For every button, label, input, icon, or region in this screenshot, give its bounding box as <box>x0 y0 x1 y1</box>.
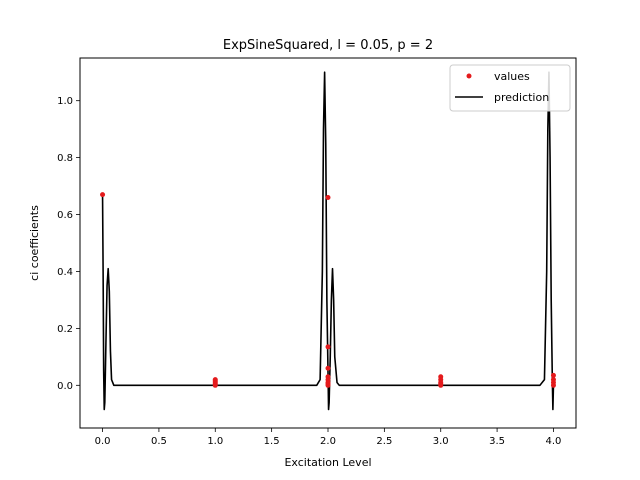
value-point <box>325 382 331 388</box>
x-tick-label: 1.0 <box>207 436 223 447</box>
x-tick-label: 1.5 <box>264 436 280 447</box>
value-point <box>438 374 444 380</box>
legend-prediction-label: prediction <box>494 91 549 104</box>
x-tick-label: 2.5 <box>376 436 392 447</box>
value-point <box>325 344 331 350</box>
x-tick-label: 3.0 <box>433 436 449 447</box>
x-axis-label: Excitation Level <box>284 456 371 469</box>
value-point <box>550 372 556 378</box>
value-point <box>325 194 331 200</box>
y-tick-label: 0.8 <box>57 153 73 164</box>
x-tick-label: 4.0 <box>546 436 562 447</box>
value-point <box>325 365 331 371</box>
prediction-line <box>101 71 555 411</box>
y-tick-label: 0.4 <box>57 267 73 278</box>
legend-values-label: values <box>494 70 530 83</box>
chart-title: ExpSineSquared, l = 0.05, p = 2 <box>223 38 433 53</box>
x-tick-label: 3.5 <box>489 436 505 447</box>
y-tick-label: 1.0 <box>57 96 73 107</box>
value-point <box>100 192 106 198</box>
y-axis-label: ci coefficients <box>28 205 41 281</box>
x-tick-label: 0.0 <box>95 436 111 447</box>
value-point <box>550 377 556 383</box>
x-tick-label: 0.5 <box>151 436 167 447</box>
y-tick-label: 0.2 <box>57 324 73 335</box>
plot-area <box>100 71 556 411</box>
value-point <box>212 377 218 383</box>
x-axis: 0.0 0.5 1.0 1.5 2.0 2.5 3.0 3.5 4.0 <box>95 428 562 447</box>
x-tick-label: 2.0 <box>320 436 336 447</box>
y-tick-label: 0.6 <box>57 210 73 221</box>
legend-values-marker <box>466 73 472 79</box>
legend-box <box>449 64 571 112</box>
y-axis: 0.0 0.2 0.4 0.6 0.8 1.0 <box>57 96 80 392</box>
legend: values prediction <box>449 64 571 112</box>
y-tick-label: 0.0 <box>57 381 73 392</box>
